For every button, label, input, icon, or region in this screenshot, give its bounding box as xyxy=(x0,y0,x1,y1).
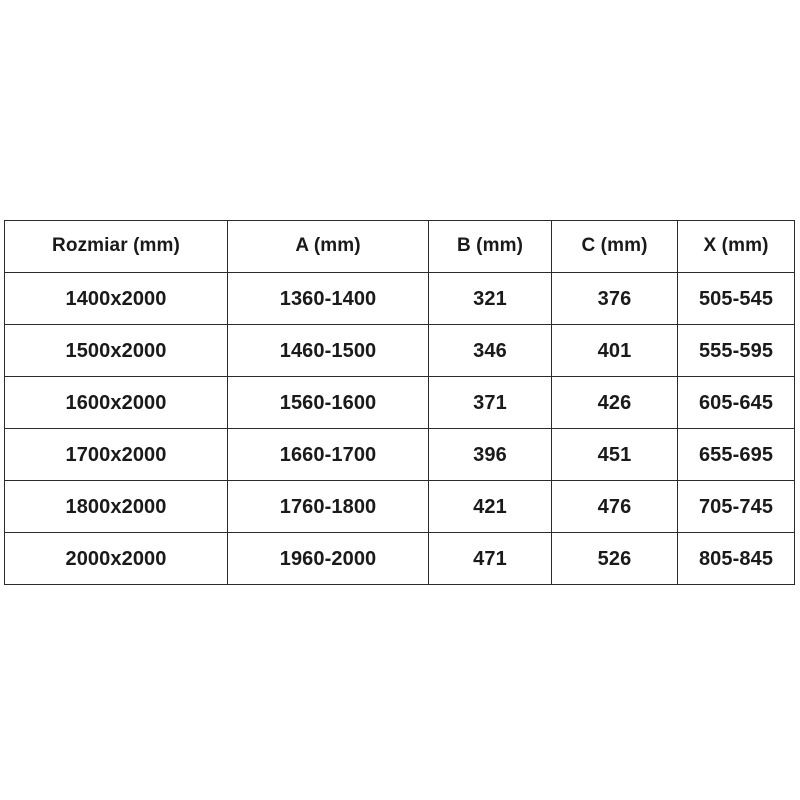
cell-size: 1400x2000 xyxy=(4,272,228,325)
cell-x: 705-745 xyxy=(677,480,795,533)
table-row: 1800x2000 1760-1800 421 476 705-745 xyxy=(4,480,795,533)
cell-c: 451 xyxy=(551,428,678,481)
column-header-a: A (mm) xyxy=(227,220,429,273)
spec-table-container: Rozmiar (mm) A (mm) B (mm) C (mm) X (mm)… xyxy=(4,220,795,585)
table-row: 1400x2000 1360-1400 321 376 505-545 xyxy=(4,272,795,325)
cell-b: 371 xyxy=(428,376,552,429)
cell-x: 555-595 xyxy=(677,324,795,377)
cell-x: 805-845 xyxy=(677,532,795,585)
cell-size: 1700x2000 xyxy=(4,428,228,481)
cell-size: 1600x2000 xyxy=(4,376,228,429)
cell-b: 421 xyxy=(428,480,552,533)
cell-c: 376 xyxy=(551,272,678,325)
cell-a: 1360-1400 xyxy=(227,272,429,325)
column-header-size: Rozmiar (mm) xyxy=(4,220,228,273)
table-row: 2000x2000 1960-2000 471 526 805-845 xyxy=(4,532,795,585)
cell-size: 2000x2000 xyxy=(4,532,228,585)
cell-b: 346 xyxy=(428,324,552,377)
cell-a: 1560-1600 xyxy=(227,376,429,429)
cell-a: 1760-1800 xyxy=(227,480,429,533)
cell-b: 396 xyxy=(428,428,552,481)
cell-x: 505-545 xyxy=(677,272,795,325)
cell-b: 321 xyxy=(428,272,552,325)
column-header-x: X (mm) xyxy=(677,220,795,273)
cell-b: 471 xyxy=(428,532,552,585)
table-row: 1600x2000 1560-1600 371 426 605-645 xyxy=(4,376,795,429)
cell-a: 1460-1500 xyxy=(227,324,429,377)
cell-c: 476 xyxy=(551,480,678,533)
table-header: Rozmiar (mm) A (mm) B (mm) C (mm) X (mm) xyxy=(4,220,795,273)
table-row: 1500x2000 1460-1500 346 401 555-595 xyxy=(4,324,795,377)
table-row: 1700x2000 1660-1700 396 451 655-695 xyxy=(4,428,795,481)
cell-size: 1800x2000 xyxy=(4,480,228,533)
cell-x: 655-695 xyxy=(677,428,795,481)
column-header-c: C (mm) xyxy=(551,220,678,273)
table-body: 1400x2000 1360-1400 321 376 505-545 1500x2000… xyxy=(4,272,795,585)
column-header-b: B (mm) xyxy=(428,220,552,273)
cell-a: 1960-2000 xyxy=(227,532,429,585)
cell-c: 426 xyxy=(551,376,678,429)
cell-c: 526 xyxy=(551,532,678,585)
dimensions-table: Rozmiar (mm) A (mm) B (mm) C (mm) X (mm)… xyxy=(4,220,795,585)
cell-x: 605-645 xyxy=(677,376,795,429)
cell-size: 1500x2000 xyxy=(4,324,228,377)
cell-c: 401 xyxy=(551,324,678,377)
table-header-row: Rozmiar (mm) A (mm) B (mm) C (mm) X (mm) xyxy=(4,220,795,273)
cell-a: 1660-1700 xyxy=(227,428,429,481)
